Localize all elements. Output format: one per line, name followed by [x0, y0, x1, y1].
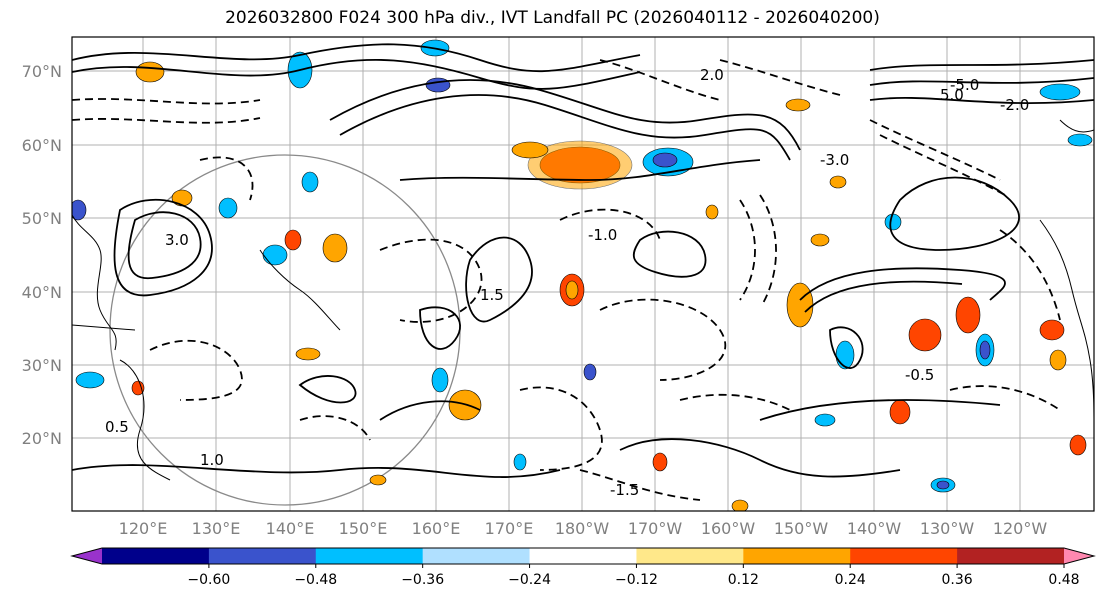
lon-label: 170°W — [628, 519, 683, 538]
colorbar-segment — [636, 548, 744, 564]
lon-label: 140°E — [266, 519, 315, 538]
lon-label: 180°W — [555, 519, 610, 538]
colorbar-tick-label: 0.12 — [728, 572, 759, 588]
contour-label: -5.0 — [950, 76, 979, 94]
colorbar-segment — [102, 548, 210, 564]
colorbar-segment — [315, 548, 424, 564]
lat-label-40n: 40°N — [22, 283, 62, 302]
colorbar-tick-label: −0.36 — [401, 572, 444, 588]
contour-label: 0.5 — [105, 418, 129, 436]
contour-label: -3.0 — [820, 151, 849, 169]
contour-label: 1.0 — [200, 451, 224, 469]
colorbar-segment — [422, 548, 531, 564]
negative-contours — [72, 59, 1061, 501]
lon-label: 120°W — [993, 519, 1048, 538]
colorbar-segment — [743, 548, 851, 564]
colorbar-extend-min — [72, 548, 102, 564]
lon-label: 150°E — [339, 519, 388, 538]
lon-label: 130°W — [920, 519, 975, 538]
contour-label: -2.0 — [1000, 96, 1029, 114]
contour-label: -1.0 — [588, 226, 617, 244]
plot-background — [72, 37, 1094, 511]
colorbar-tick-label: −0.12 — [615, 572, 658, 588]
contour-label: -0.5 — [905, 366, 934, 384]
contour-label: 5.0 — [940, 86, 964, 104]
colorbar-segment — [957, 548, 1065, 564]
colorbar-tick-label: −0.60 — [187, 572, 230, 588]
latitude-labels: 70°N 60°N 50°N 40°N 30°N 20°N — [22, 62, 62, 448]
lat-label-70n: 70°N — [22, 62, 62, 81]
colorbar-segment — [208, 548, 317, 564]
lat-label-50n: 50°N — [22, 209, 62, 228]
colorbar-extend-max — [1064, 548, 1094, 564]
contour-label: 1.5 — [480, 286, 504, 304]
colorbar-segment — [850, 548, 958, 564]
map-title: 2026032800 F024 300 hPa div., IVT Landfa… — [225, 8, 880, 28]
lon-label: 160°W — [701, 519, 756, 538]
contour-label: 2.0 — [700, 66, 724, 84]
longitude-labels: 120°E 130°E 140°E 150°E 160°E 170°E 180°… — [119, 519, 1048, 538]
lon-label: 150°W — [774, 519, 829, 538]
colorbar: −0.60 −0.48 −0.36 −0.24 −0.12 0.12 0.24 0.36 0.4… — [70, 547, 1096, 588]
colorbar-tick-label: 0.36 — [942, 572, 973, 588]
lon-label: 120°E — [119, 519, 168, 538]
contour-label: 3.0 — [165, 231, 189, 249]
lon-label: 140°W — [847, 519, 902, 538]
colorbar-tick-label: −0.24 — [508, 572, 551, 588]
map-plot-area: 0.5 1.0 1.5 2.0 3.0 5.0 -0.5 -1.0 -1.5 -… — [72, 37, 1094, 511]
contour-label: -1.5 — [610, 481, 639, 499]
divergence-shading — [72, 39, 1093, 511]
contour-labels: 0.5 1.0 1.5 2.0 3.0 5.0 -0.5 -1.0 -1.5 -… — [105, 66, 1029, 499]
lon-label: 130°E — [192, 519, 241, 538]
lat-label-30n: 30°N — [22, 356, 62, 375]
colorbar-outline — [70, 547, 1096, 565]
plot-frame — [71, 36, 1095, 512]
lon-label: 170°E — [485, 519, 534, 538]
colorbar-tick-label: −0.48 — [294, 572, 337, 588]
colorbar-tick-label: 0.24 — [835, 572, 866, 588]
lon-label: 160°E — [412, 519, 461, 538]
colorbar-segment — [529, 548, 637, 564]
lat-label-60n: 60°N — [22, 136, 62, 155]
lat-label-20n: 20°N — [22, 429, 62, 448]
colorbar-tick-label: 0.48 — [1048, 572, 1079, 588]
positive-contours — [72, 43, 1094, 478]
